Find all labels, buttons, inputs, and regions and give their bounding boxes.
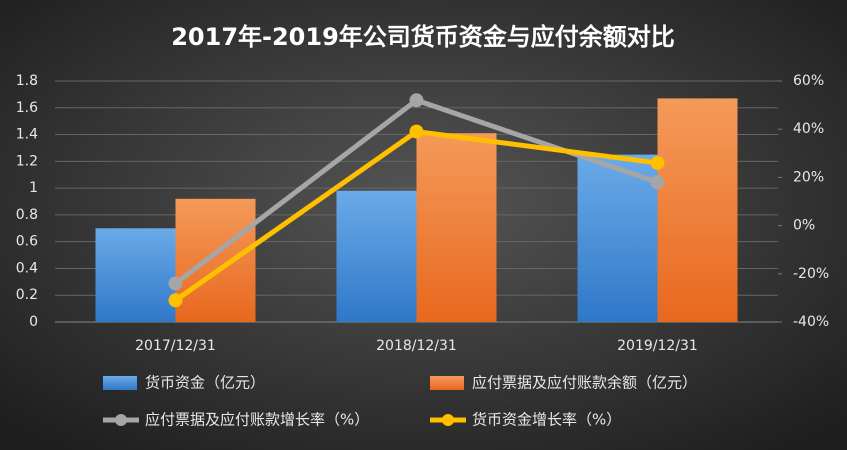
y-tick-label: 0.4: [16, 260, 38, 276]
y2-tick-label: 40%: [793, 121, 824, 137]
legend-label: 货币资金（亿元）: [145, 374, 265, 392]
legend-label: 应付票据及应付账款余额（亿元）: [472, 374, 697, 392]
y-tick-label: 1.4: [16, 127, 38, 143]
line-marker: [409, 124, 424, 139]
y-tick-label: 1.6: [16, 100, 38, 116]
bar: [95, 228, 176, 322]
y-tick-label: 1.2: [16, 153, 38, 169]
y2-tick-label: -40%: [793, 314, 829, 330]
line-marker: [650, 155, 665, 170]
y2-tick-label: 20%: [793, 169, 824, 185]
chart-title: 2017年-2019年公司货币资金与应付余额对比: [171, 23, 675, 51]
line-marker: [650, 175, 665, 190]
y-tick-label: 1.8: [16, 73, 38, 89]
line-marker: [168, 276, 183, 291]
y-tick-label: 1: [29, 180, 38, 196]
y-tick-label: 0: [29, 314, 38, 330]
bar: [657, 98, 738, 323]
bar: [577, 154, 658, 322]
legend-swatch: [430, 376, 464, 390]
y2-tick-label: 60%: [793, 73, 824, 89]
y-tick-label: 0.8: [16, 207, 38, 223]
x-tick-label: 2018/12/31: [376, 338, 457, 354]
legend-swatch: [115, 414, 127, 426]
x-tick-label: 2017/12/31: [135, 338, 216, 354]
legend-label: 应付票据及应付账款增长率（%）: [145, 411, 369, 429]
bar: [336, 190, 417, 322]
bar: [416, 133, 497, 322]
x-tick-label: 2019/12/31: [617, 338, 698, 354]
line-marker: [168, 293, 183, 308]
y-tick-label: 0.6: [16, 234, 38, 250]
legend-label: 货币资金增长率（%）: [472, 411, 621, 429]
y2-tick-label: -20%: [793, 266, 829, 282]
bar: [175, 198, 256, 322]
legend-swatch: [442, 414, 454, 426]
legend-swatch: [103, 376, 137, 390]
y-tick-label: 0.2: [16, 287, 38, 303]
y2-tick-label: 0%: [793, 218, 815, 234]
line-marker: [409, 93, 424, 108]
